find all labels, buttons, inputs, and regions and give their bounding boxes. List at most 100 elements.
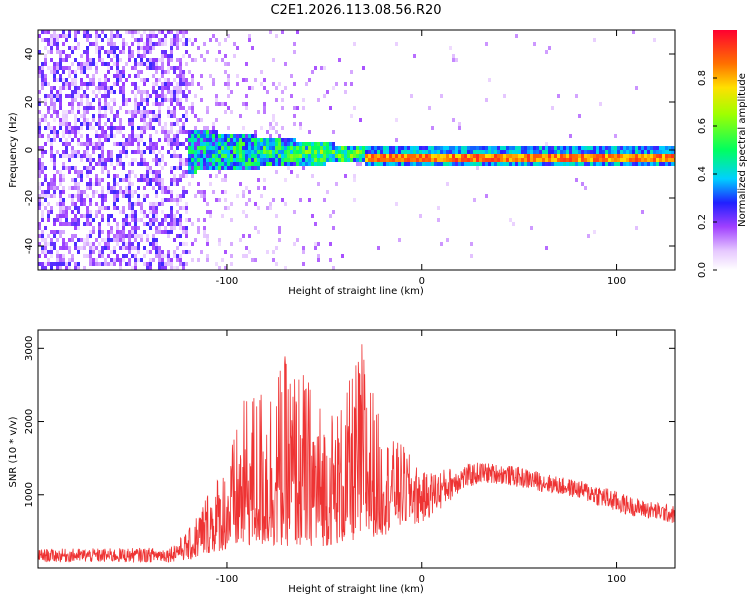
heatmap-cell [113, 250, 116, 254]
heatmap-cell [170, 222, 173, 226]
heatmap-cell [113, 234, 116, 238]
heatmap-cell [179, 214, 182, 218]
heatmap-cell [104, 82, 107, 86]
heatmap-cell [98, 50, 101, 54]
heatmap-cell [221, 134, 224, 138]
heatmap-cell [53, 138, 56, 142]
heatmap-cell [140, 94, 143, 98]
heatmap-cell [173, 98, 176, 102]
heatmap-cell [275, 98, 278, 102]
heatmap-cell [188, 162, 191, 166]
heatmap-cell [47, 202, 50, 206]
heatmap-cell [437, 162, 440, 166]
heatmap-cell [62, 242, 65, 246]
heatmap-cell [572, 158, 575, 162]
heatmap-cell [77, 86, 80, 90]
heatmap-cell [623, 154, 626, 158]
heatmap-cell [584, 150, 587, 154]
heatmap-cell [158, 226, 161, 230]
heatmap-cell [203, 218, 206, 222]
heatmap-cell [335, 146, 338, 150]
heatmap-cell [107, 222, 110, 226]
heatmap-cell [245, 146, 248, 150]
heatmap-cell [50, 250, 53, 254]
heatmap-cell [206, 50, 209, 54]
heatmap-cell [212, 154, 215, 158]
heatmap-cell [38, 254, 41, 258]
heatmap-cell [41, 170, 44, 174]
heatmap-cell [446, 154, 449, 158]
heatmap-cell [122, 126, 125, 130]
heatmap-cell [374, 162, 377, 166]
heatmap-cell [95, 66, 98, 70]
heatmap-cell [125, 30, 128, 34]
heatmap-cell [143, 30, 146, 34]
heatmap-cell [242, 162, 245, 166]
heatmap-cell [86, 194, 89, 198]
heatmap-cell [344, 90, 347, 94]
heatmap-cell [440, 146, 443, 150]
heatmap-cell [143, 114, 146, 118]
heatmap-cell [185, 242, 188, 246]
heatmap-cell [656, 162, 659, 166]
heatmap-cell [257, 146, 260, 150]
heatmap-cell [584, 154, 587, 158]
heatmap-cell [200, 146, 203, 150]
heatmap-cell [86, 82, 89, 86]
heatmap-cell [128, 30, 131, 34]
heatmap-cell [473, 158, 476, 162]
heatmap-cell [413, 158, 416, 162]
heatmap-cell [83, 34, 86, 38]
heatmap-cell [248, 166, 251, 170]
heatmap-cell [503, 146, 506, 150]
heatmap-cell [167, 258, 170, 262]
heatmap-cell [416, 150, 419, 154]
heatmap-cell [143, 162, 146, 166]
heatmap-cell [149, 126, 152, 130]
heatmap-cell [245, 106, 248, 110]
heatmap-cell [512, 150, 515, 154]
heatmap-cell [116, 258, 119, 262]
heatmap-cell [317, 154, 320, 158]
heatmap-cell [41, 266, 44, 270]
heatmap-cell [119, 142, 122, 146]
heatmap-cell [260, 70, 263, 74]
heatmap-cell [170, 82, 173, 86]
heatmap-cell [92, 98, 95, 102]
heatmap-cell [236, 150, 239, 154]
heatmap-cell [71, 254, 74, 258]
heatmap-cell [161, 182, 164, 186]
heatmap-cell [104, 106, 107, 110]
heatmap-cell [104, 166, 107, 170]
heatmap-cell [50, 146, 53, 150]
heatmap-cell [101, 126, 104, 130]
heatmap-cell [326, 146, 329, 150]
snr-frame [37, 329, 676, 569]
heatmap-cell [122, 230, 125, 234]
heatmap-cell [134, 210, 137, 214]
heatmap-cell [272, 250, 275, 254]
heatmap-cell [170, 126, 173, 130]
heatmap-cell [458, 154, 461, 158]
heatmap-cell [419, 214, 422, 218]
heatmap-cell [71, 46, 74, 50]
heatmap-cell [74, 222, 77, 226]
heatmap-cell [224, 198, 227, 202]
heatmap-cell [47, 50, 50, 54]
heatmap-cell [77, 130, 80, 134]
heatmap-cell [116, 254, 119, 258]
heatmap-cell [44, 266, 47, 270]
heatmap-cell [170, 266, 173, 270]
heatmap-cell [317, 98, 320, 102]
heatmap-cell [95, 202, 98, 206]
heatmap-cell [449, 162, 452, 166]
heatmap-cell [167, 114, 170, 118]
heatmap-cell [209, 210, 212, 214]
heatmap-cell [164, 70, 167, 74]
heatmap-cell [59, 98, 62, 102]
heatmap-cell [62, 154, 65, 158]
heatmap-cell [662, 158, 665, 162]
heatmap-cell [506, 162, 509, 166]
heatmap-cell [632, 158, 635, 162]
heatmap-cell [440, 94, 443, 98]
